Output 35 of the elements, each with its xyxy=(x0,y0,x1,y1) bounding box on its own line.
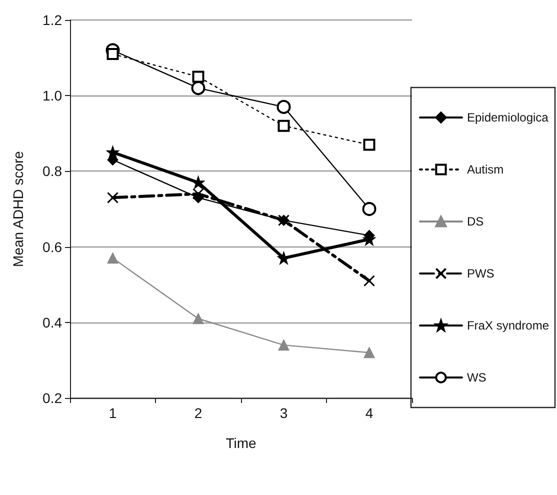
point xyxy=(192,70,204,83)
y-axis-title: Mean ADHD score xyxy=(10,150,26,267)
legend-label: WS xyxy=(466,370,486,384)
y-tick-label: 1.2 xyxy=(42,12,62,28)
point xyxy=(278,340,290,351)
legend-label: PWS xyxy=(466,266,494,280)
point xyxy=(362,202,376,216)
y-tick-label: 1.0 xyxy=(42,88,62,104)
legend-label: Autism xyxy=(466,162,504,176)
point xyxy=(106,48,119,60)
point xyxy=(191,81,206,96)
legend-label: DS xyxy=(466,214,484,228)
point xyxy=(107,146,118,158)
point xyxy=(364,347,375,358)
point xyxy=(278,252,290,264)
point xyxy=(107,192,118,204)
y-tick-label: 0.8 xyxy=(42,163,62,180)
point xyxy=(278,120,290,132)
y-tick-label: 0.2 xyxy=(42,390,62,406)
point xyxy=(192,313,204,324)
legend-label: FraX syndrome xyxy=(466,318,550,332)
point xyxy=(192,176,204,188)
point xyxy=(276,100,291,114)
point xyxy=(107,252,118,264)
x-tick-label: 1 xyxy=(108,405,117,421)
y-tick-label: 0.6 xyxy=(42,238,62,255)
legend-label: Epidemiologica xyxy=(466,110,549,124)
x-tick-label: 4 xyxy=(365,405,374,421)
y-tick-label: 0.4 xyxy=(42,314,62,330)
x-tick-label: 3 xyxy=(280,405,288,421)
point xyxy=(363,138,376,151)
x-axis-title: Time xyxy=(226,435,257,451)
point xyxy=(192,188,204,200)
x-tick-label: 2 xyxy=(194,405,202,421)
point xyxy=(364,275,375,287)
